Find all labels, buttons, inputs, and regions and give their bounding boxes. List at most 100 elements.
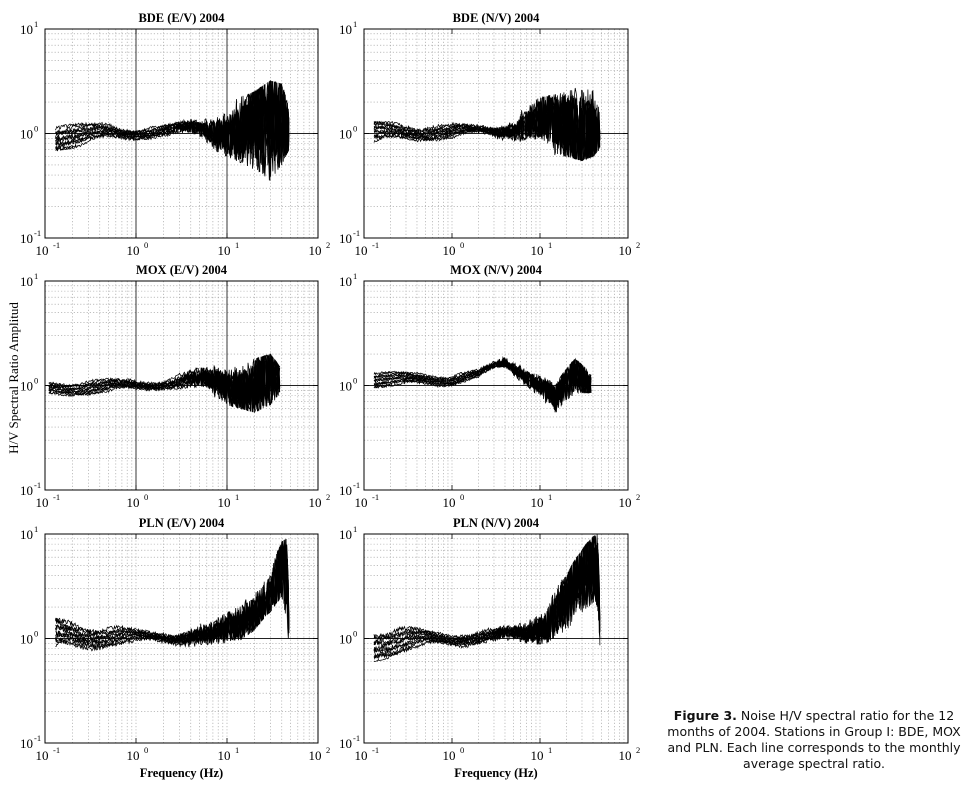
x-tick-label-exponent: 1 <box>235 492 239 502</box>
y-tick-label-exponent: 1 <box>34 19 38 29</box>
x-tick-label: 10 <box>531 748 544 763</box>
y-tick-label: 10 <box>339 127 352 142</box>
y-tick-label-exponent: 0 <box>353 124 357 134</box>
x-tick-label: 10 <box>443 748 456 763</box>
x-tick-label: 10 <box>36 748 49 763</box>
caption-label: Figure 3. <box>673 708 737 723</box>
series-group <box>55 538 290 652</box>
series-line <box>373 97 601 160</box>
y-tick-label-exponent: 0 <box>34 376 38 386</box>
y-tick-label: 10 <box>20 231 33 246</box>
y-tick-label-exponent: 0 <box>34 629 38 639</box>
x-tick-label: 10 <box>309 495 322 510</box>
y-tick-label: 10 <box>339 231 352 246</box>
y-tick-label: 10 <box>20 274 33 289</box>
y-tick-label-exponent: 1 <box>34 524 38 534</box>
x-tick-label-exponent: 2 <box>326 240 330 250</box>
x-tick-label: 10 <box>355 495 368 510</box>
y-tick-label-exponent: 1 <box>353 271 357 281</box>
x-tick-label-exponent: 0 <box>144 745 148 755</box>
y-tick-label: 10 <box>339 379 352 394</box>
grid <box>45 281 318 490</box>
x-tick-label: 10 <box>531 243 544 258</box>
y-tick-label-exponent: -1 <box>353 228 360 238</box>
y-tick-label: 10 <box>339 22 352 37</box>
x-tick-label: 10 <box>309 243 322 258</box>
series-line <box>55 542 290 644</box>
x-tick-label: 10 <box>443 243 456 258</box>
y-tick-label-exponent: -1 <box>34 228 41 238</box>
x-tick-label: 10 <box>36 495 49 510</box>
panel-title: PLN (E/V) 2004 <box>139 516 225 530</box>
x-tick-label-exponent: 0 <box>460 492 464 502</box>
x-tick-label: 10 <box>218 243 231 258</box>
panel-title: MOX (N/V) 2004 <box>450 263 542 277</box>
y-tick-label-exponent: -1 <box>353 733 360 743</box>
x-tick-label-exponent: -1 <box>372 745 379 755</box>
series-group <box>373 87 601 162</box>
series-line <box>373 359 592 402</box>
x-tick-label-exponent: 1 <box>548 745 552 755</box>
y-tick-label-exponent: 1 <box>34 271 38 281</box>
x-tick-label: 10 <box>127 748 140 763</box>
tick-marks <box>44 28 319 239</box>
x-tick-label: 10 <box>619 748 632 763</box>
series-line <box>55 81 290 181</box>
series-group <box>373 534 601 663</box>
series-line <box>373 95 601 161</box>
x-tick-label: 10 <box>531 495 544 510</box>
x-tick-label: 10 <box>619 495 632 510</box>
x-tick-label-exponent: 1 <box>548 492 552 502</box>
x-tick-label: 10 <box>619 243 632 258</box>
y-tick-label: 10 <box>339 527 352 542</box>
x-tick-label-exponent: 0 <box>460 745 464 755</box>
series-line <box>55 539 290 641</box>
figure-caption: Figure 3. Noise H/V spectral ratio for t… <box>658 708 970 772</box>
x-tick-label: 10 <box>127 495 140 510</box>
y-tick-label: 10 <box>20 127 33 142</box>
y-tick-label-exponent: 0 <box>353 629 357 639</box>
x-tick-label-exponent: -1 <box>53 240 60 250</box>
x-tick-label-exponent: 0 <box>460 240 464 250</box>
series-line <box>55 550 290 650</box>
series-line <box>373 355 592 407</box>
y-tick-label-exponent: -1 <box>34 480 41 490</box>
tick-marks <box>363 280 629 491</box>
y-tick-label: 10 <box>20 632 33 647</box>
y-tick-label: 10 <box>20 22 33 37</box>
tick-marks <box>44 280 319 491</box>
panel-title: MOX (E/V) 2004 <box>136 263 228 277</box>
x-tick-label-exponent: 1 <box>235 240 239 250</box>
x-tick-label-exponent: 0 <box>144 240 148 250</box>
series-group <box>55 80 290 181</box>
grid <box>364 534 628 743</box>
x-tick-label-exponent: 2 <box>326 745 330 755</box>
y-tick-label: 10 <box>339 632 352 647</box>
y-tick-label-exponent: -1 <box>353 480 360 490</box>
x-tick-label-exponent: 2 <box>636 745 640 755</box>
x-tick-label: 10 <box>127 243 140 258</box>
x-tick-label-exponent: 2 <box>636 492 640 502</box>
tick-marks <box>363 28 629 239</box>
y-tick-label: 10 <box>20 483 33 498</box>
x-tick-label-exponent: -1 <box>53 745 60 755</box>
y-axis-label: H/V Spectral Ratio Amplitud <box>6 302 21 454</box>
x-tick-label-exponent: 2 <box>636 240 640 250</box>
y-tick-label: 10 <box>339 483 352 498</box>
series-group <box>373 355 592 413</box>
x-tick-label: 10 <box>218 748 231 763</box>
series-line <box>373 541 601 641</box>
y-tick-label-exponent: 0 <box>34 124 38 134</box>
x-tick-label: 10 <box>36 243 49 258</box>
x-tick-label: 10 <box>355 748 368 763</box>
y-tick-label-exponent: 0 <box>353 376 357 386</box>
series-line <box>373 535 601 646</box>
